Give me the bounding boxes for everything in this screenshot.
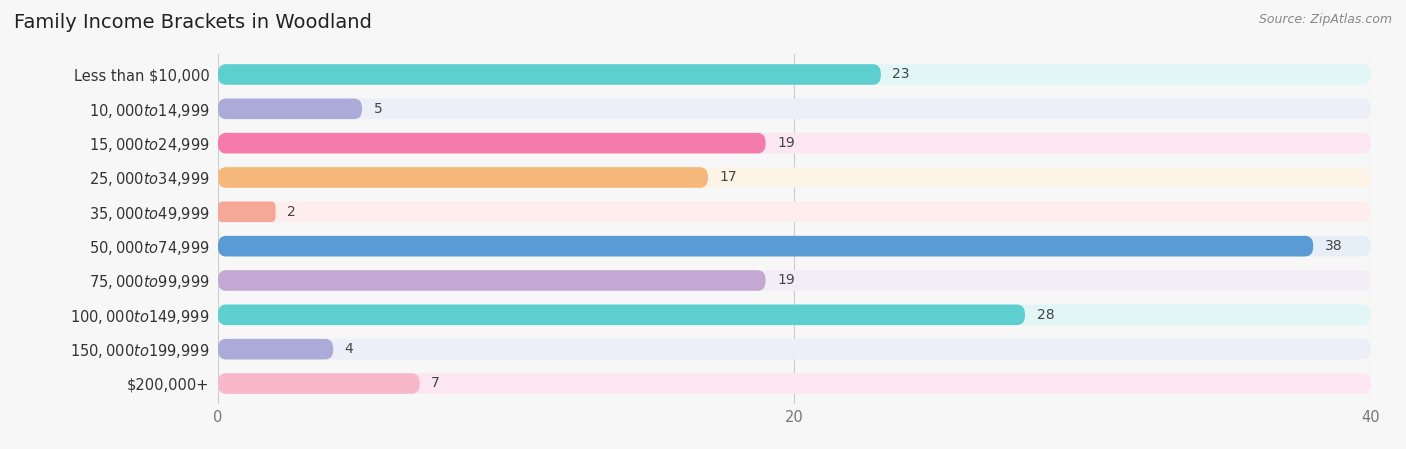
FancyBboxPatch shape	[218, 202, 1371, 222]
Text: Source: ZipAtlas.com: Source: ZipAtlas.com	[1258, 13, 1392, 26]
FancyBboxPatch shape	[218, 202, 276, 222]
Text: 2: 2	[287, 205, 295, 219]
FancyBboxPatch shape	[218, 98, 363, 119]
FancyBboxPatch shape	[218, 339, 333, 360]
FancyBboxPatch shape	[218, 133, 765, 154]
FancyBboxPatch shape	[218, 64, 1371, 85]
Text: Family Income Brackets in Woodland: Family Income Brackets in Woodland	[14, 13, 373, 32]
FancyBboxPatch shape	[218, 304, 1371, 325]
FancyBboxPatch shape	[218, 339, 1371, 360]
FancyBboxPatch shape	[218, 270, 765, 291]
Text: 38: 38	[1324, 239, 1343, 253]
Text: 4: 4	[344, 342, 353, 356]
Text: 5: 5	[374, 102, 382, 116]
Text: 7: 7	[432, 377, 440, 391]
FancyBboxPatch shape	[218, 64, 880, 85]
FancyBboxPatch shape	[218, 167, 1371, 188]
Text: 23: 23	[893, 67, 910, 81]
FancyBboxPatch shape	[218, 236, 1313, 256]
FancyBboxPatch shape	[218, 270, 1371, 291]
FancyBboxPatch shape	[218, 304, 1025, 325]
FancyBboxPatch shape	[218, 167, 707, 188]
FancyBboxPatch shape	[218, 236, 1371, 256]
Text: 28: 28	[1036, 308, 1054, 322]
FancyBboxPatch shape	[218, 98, 1371, 119]
FancyBboxPatch shape	[218, 373, 1371, 394]
FancyBboxPatch shape	[218, 373, 419, 394]
Text: 19: 19	[778, 136, 794, 150]
Text: 19: 19	[778, 273, 794, 287]
Text: 17: 17	[720, 171, 737, 185]
FancyBboxPatch shape	[218, 133, 1371, 154]
